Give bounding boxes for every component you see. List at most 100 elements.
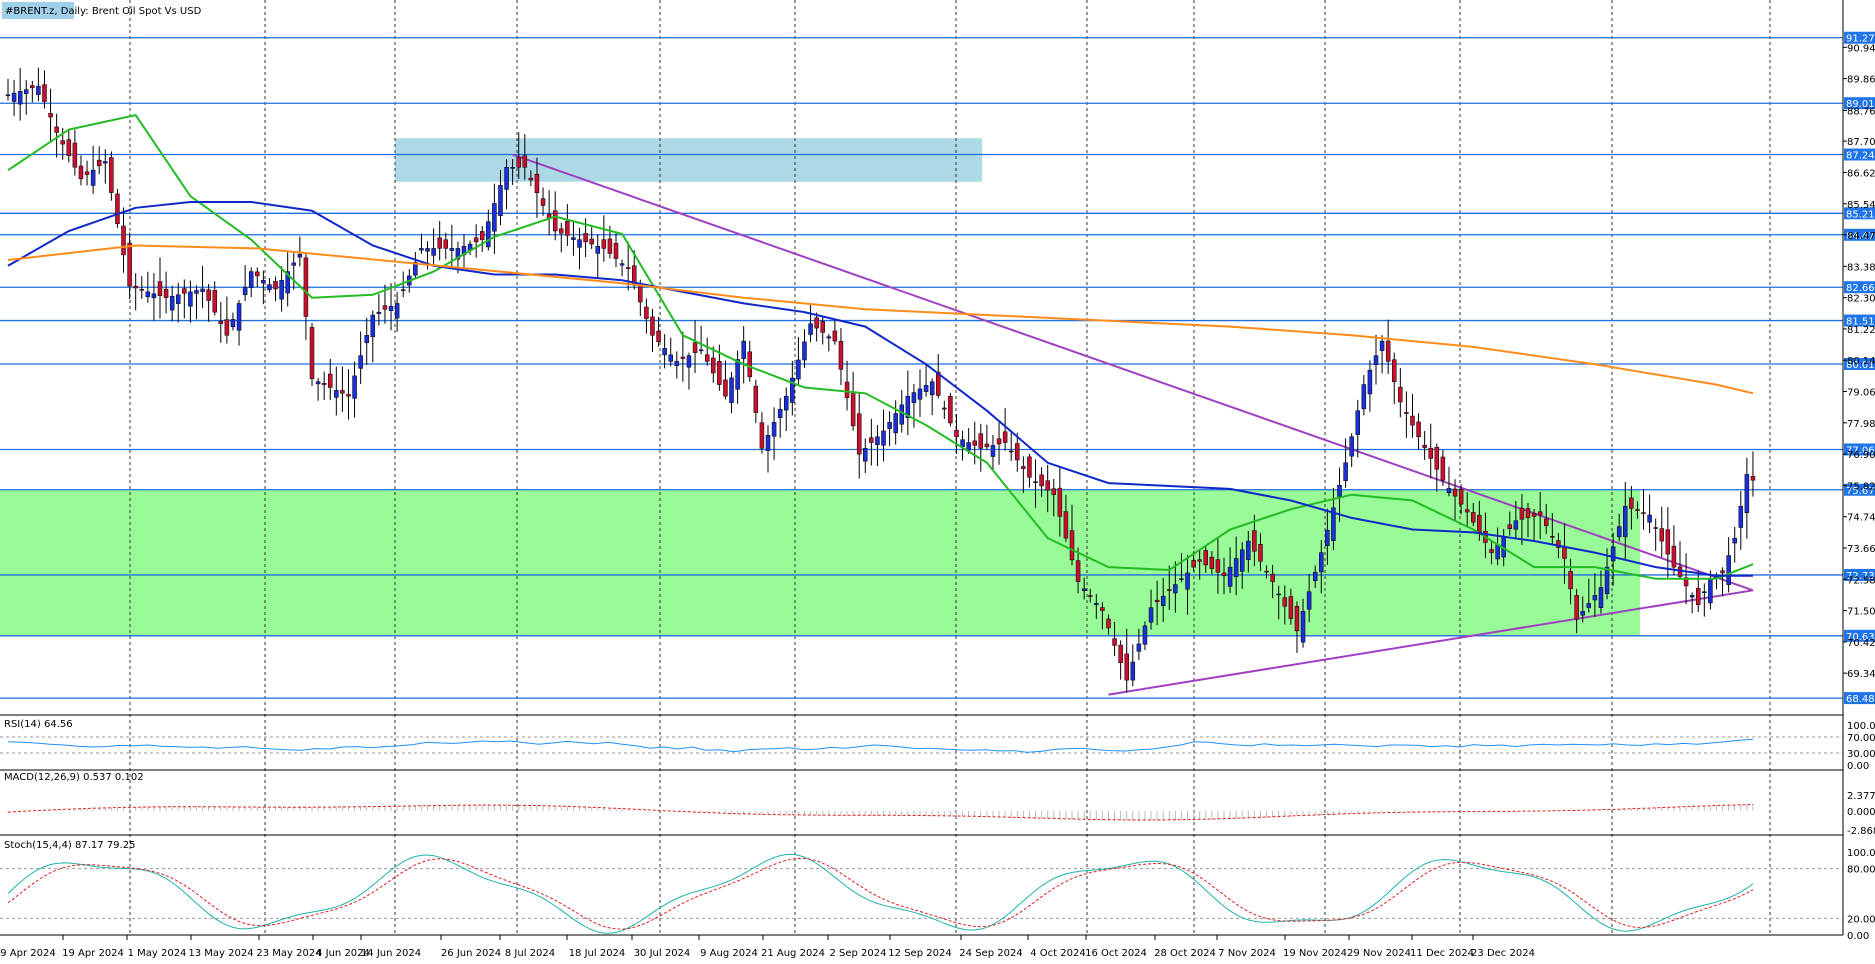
candle-body [1130,661,1136,681]
candle-body [1081,588,1087,592]
price-tick-label: 69.34 [1847,669,1875,680]
price-zones [0,138,1640,636]
candle-body [1623,506,1628,538]
candle-body [1112,638,1117,646]
price-tick-label: 80.14 [1847,356,1875,367]
candle-body [1258,544,1263,562]
candle-body [36,85,41,96]
candle-body [84,171,90,175]
candle-body [790,377,795,403]
ascending-trendline [1108,589,1754,696]
candle-body [1361,384,1367,410]
level-label: 77.06 [1846,445,1875,456]
candle-body [163,289,169,298]
price-tick-label: 90.94 [1847,43,1875,54]
level-tag [1844,228,1875,241]
candle-body [1720,570,1725,574]
level-tag [1844,31,1875,44]
candle-body [1209,556,1215,569]
candle-body [674,361,680,366]
price-tick-label: 83.38 [1847,262,1875,273]
candle-body [1750,476,1756,481]
level-label: 87.24 [1846,151,1875,162]
candle-body [1744,474,1750,513]
candle-body [1635,509,1640,511]
candle-body [796,359,801,380]
price-tick-label: 79.06 [1847,388,1875,399]
level-tag [1844,97,1875,110]
candle-body [218,320,224,324]
price-tick-label: 73.66 [1847,544,1875,555]
candle-body [765,435,771,451]
candle-body [540,198,546,206]
macd-tick-label: 0.000 [1847,807,1875,818]
candle-body [1702,591,1707,594]
candle-body [273,281,278,290]
candle-body [1057,487,1063,517]
level-label: 81.51 [1846,317,1875,328]
price-tick-label: 74.74 [1847,513,1875,524]
candle-body [1604,566,1610,594]
candle-body [1629,497,1634,509]
candle-body [1033,481,1038,483]
candle-body [692,342,698,353]
candle-body [279,280,284,300]
supply-zone [395,138,982,182]
level-label: 68.48 [1846,694,1875,705]
candle-body [498,185,503,217]
candle-body [826,336,832,339]
level-tag [1844,629,1875,642]
candle-body [1094,603,1099,606]
candle-body [1653,527,1658,529]
candle-body [589,238,594,245]
candle-body [607,238,613,254]
x-axis-label: 30 Jul 2024 [634,948,691,959]
x-axis-label: 8 Jul 2024 [505,948,555,959]
candle-body [212,289,217,313]
candle-body [1300,611,1306,643]
candle-body [1568,571,1573,590]
candle-body [139,289,145,291]
candle-body [1671,545,1677,568]
candle-body [1045,480,1050,491]
candle-body [248,271,254,288]
level-tag [1844,207,1875,220]
x-axis-label: 11 Dec 2024 [1410,948,1474,959]
candle-body [1264,570,1269,573]
candle-body [984,443,990,448]
macd-tick-label: 2.377 [1847,791,1875,802]
candle-body [486,221,491,248]
stoch-tick-label: 20.00 [1847,914,1875,925]
candle-body [1343,462,1348,481]
candle-body [1148,607,1154,623]
price-tick-label: 77.98 [1847,419,1875,430]
candle-body [48,113,53,118]
candle-body [1416,421,1421,437]
candle-body [565,220,570,236]
candle-body [972,440,977,446]
x-axis-label: 26 Jun 2024 [441,948,501,959]
candle-body [285,271,290,294]
candle-body [327,373,333,388]
candle-body [1197,559,1202,562]
candles [5,67,1756,693]
candle-body [1616,526,1622,538]
candle-body [145,291,151,298]
candle-body [115,193,120,225]
candle-body [881,430,886,446]
x-axis-label: 12 Sep 2024 [888,948,951,959]
candle-body [1495,544,1500,560]
price-tick-label: 75.82 [1847,481,1875,492]
candle-body [1507,524,1513,529]
candle-body [419,248,424,251]
candle-body [844,381,850,398]
candle-body [242,287,248,296]
x-axis-label: 24 Sep 2024 [959,948,1022,959]
candle-body [5,94,11,97]
candle-body [911,392,917,403]
x-axis-label: 1 May 2024 [128,948,187,959]
candle-body [832,330,838,342]
candle-body [60,140,65,145]
candle-body [455,248,461,260]
